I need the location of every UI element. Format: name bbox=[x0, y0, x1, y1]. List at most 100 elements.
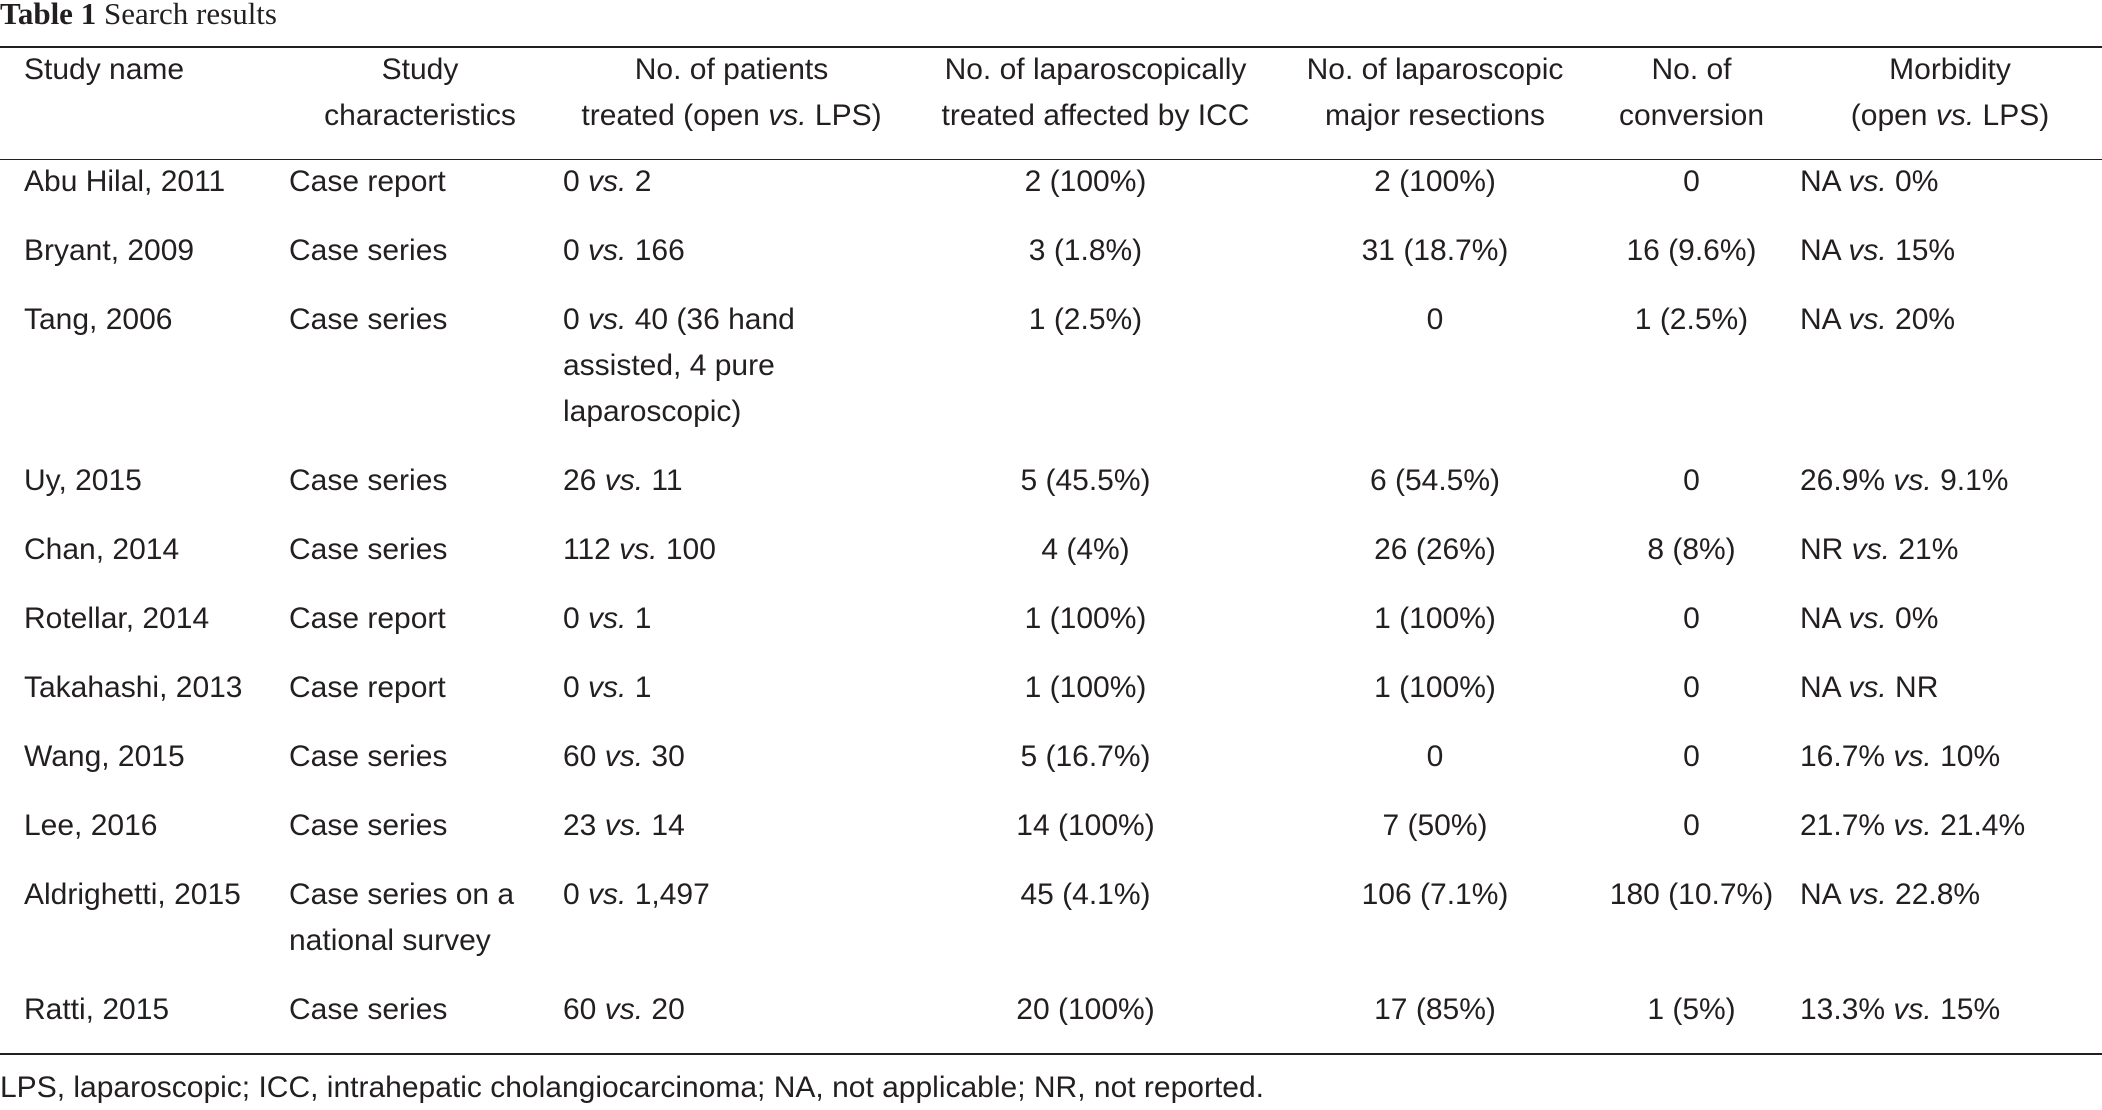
conversion-cell: 1 (2.5%) bbox=[1634, 303, 1749, 336]
column-header-line: characteristics bbox=[324, 99, 516, 132]
column-header-line: No. of patients bbox=[634, 53, 829, 86]
table-title: Table 1 Search results bbox=[0, 0, 277, 34]
icc-treated-cell: 1 (2.5%) bbox=[1028, 303, 1143, 336]
column-header-line: No. of laparoscopic bbox=[1306, 53, 1564, 86]
icc-treated-cell: 2 (100%) bbox=[1024, 165, 1147, 198]
conversion-cell: 0 bbox=[1683, 740, 1700, 773]
morbidity-cell: NR vs. 21% bbox=[1800, 533, 1959, 566]
study-name-cell: Tang, 2006 bbox=[24, 303, 173, 336]
study-characteristics-cell: Case report bbox=[289, 602, 446, 635]
table-row: Lee, 2016 Case series 23 vs. 14 14 (100%) 7 … bbox=[0, 803, 2102, 872]
morbidity-cell: 13.3% vs. 15% bbox=[1800, 993, 2001, 1026]
study-name-cell: Uy, 2015 bbox=[24, 464, 142, 497]
study-name-cell: Lee, 2016 bbox=[24, 809, 158, 842]
header-row: Study name Study characteristics No. of p… bbox=[0, 47, 2102, 159]
study-name-cell: Rotellar, 2014 bbox=[24, 602, 210, 635]
table-row: Abu Hilal, 2011 Case report 0 vs. 2 2 (100%… bbox=[0, 159, 2102, 228]
major-resections-cell: 1 (100%) bbox=[1374, 671, 1496, 704]
patients-treated-cell: 60 vs. 30 bbox=[563, 740, 685, 773]
icc-treated-cell: 1 (100%) bbox=[1024, 602, 1147, 635]
morbidity-cell: NA vs. 22.8% bbox=[1800, 878, 1981, 911]
icc-treated-cell: 5 (16.7%) bbox=[1020, 740, 1151, 773]
major-resections-cell: 26 (26%) bbox=[1374, 533, 1496, 566]
column-header-line: major resections bbox=[1324, 99, 1546, 132]
patients-treated-cell: 0 vs. 40 (36 hand assisted, 4 pure laparos… bbox=[563, 303, 795, 428]
icc-treated-cell: 4 (4%) bbox=[1041, 533, 1130, 566]
patients-treated-cell: 0 vs. 1 bbox=[563, 671, 652, 704]
patients-treated-cell: 23 vs. 14 bbox=[563, 809, 685, 842]
icc-treated-cell: 20 (100%) bbox=[1016, 993, 1155, 1026]
study-characteristics-cell: Case series bbox=[289, 993, 448, 1026]
column-header-line: No. of laparoscopically bbox=[944, 53, 1247, 86]
icc-treated-cell: 14 (100%) bbox=[1016, 809, 1155, 842]
morbidity-cell: NA vs. NR bbox=[1800, 671, 1939, 704]
table-caption: Search results bbox=[96, 0, 277, 31]
conversion-cell: 0 bbox=[1683, 464, 1700, 497]
major-resections-cell: 17 (85%) bbox=[1374, 993, 1496, 1026]
patients-treated-cell: 0 vs. 1 bbox=[563, 602, 652, 635]
major-resections-cell: 6 (54.5%) bbox=[1369, 464, 1501, 497]
major-resections-cell: 0 bbox=[1426, 303, 1444, 336]
major-resections-cell: 2 (100%) bbox=[1374, 165, 1496, 198]
study-characteristics-cell: Case series bbox=[289, 740, 448, 773]
study-characteristics-cell: Case series bbox=[289, 303, 448, 336]
column-header: No. of laparoscopic major resections bbox=[1285, 47, 1585, 159]
conversion-cell: 16 (9.6%) bbox=[1626, 234, 1757, 267]
morbidity-cell: NA vs. 20% bbox=[1800, 303, 1956, 336]
column-header-line: Study name bbox=[24, 53, 185, 86]
major-resections-cell: 7 (50%) bbox=[1382, 809, 1488, 842]
table-row: Takahashi, 2013 Case report 0 vs. 1 1 (100%… bbox=[0, 665, 2102, 734]
study-characteristics-cell: Case report bbox=[289, 671, 446, 704]
conversion-cell: 0 bbox=[1683, 165, 1700, 198]
column-header: Morbidity (open vs. LPS) bbox=[1798, 47, 2102, 159]
patients-treated-cell: 112 vs. 100 bbox=[563, 533, 716, 566]
patients-treated-cell: 0 vs. 166 bbox=[563, 234, 685, 267]
column-header-line: Morbidity bbox=[1889, 53, 2011, 86]
conversion-cell: 1 (5%) bbox=[1647, 993, 1736, 1026]
study-name-cell: Abu Hilal, 2011 bbox=[24, 165, 226, 198]
column-header-line: No. of bbox=[1651, 53, 1732, 86]
study-name-cell: Takahashi, 2013 bbox=[24, 671, 243, 704]
study-name-cell: Bryant, 2009 bbox=[24, 234, 195, 267]
patients-treated-cell: 0 vs. 1,497 bbox=[563, 878, 710, 911]
study-characteristics-cell: Case series bbox=[289, 533, 448, 566]
table-row: Bryant, 2009 Case series 0 vs. 166 3 (1.8%)… bbox=[0, 228, 2102, 297]
study-characteristics-cell: Case series bbox=[289, 809, 448, 842]
study-characteristics-cell: Case series on a national survey bbox=[289, 878, 515, 957]
table-row: Tang, 2006 Case series 0 vs. 40 (36 hand as… bbox=[0, 297, 2102, 458]
column-header-line: treated (open vs. LPS) bbox=[581, 99, 882, 132]
table-row: Chan, 2014 Case series 112 vs. 100 4 (4%) 26… bbox=[0, 527, 2102, 596]
study-name-cell: Aldrighetti, 2015 bbox=[24, 878, 241, 911]
table-number: Table 1 bbox=[0, 0, 97, 31]
study-name-cell: Wang, 2015 bbox=[24, 740, 185, 773]
conversion-cell: 0 bbox=[1683, 602, 1700, 635]
major-resections-cell: 0 bbox=[1426, 740, 1444, 773]
conversion-cell: 8 (8%) bbox=[1647, 533, 1736, 566]
morbidity-cell: NA vs. 15% bbox=[1800, 234, 1956, 267]
table-body: Abu Hilal, 2011 Case report 0 vs. 2 2 (100%… bbox=[0, 159, 2102, 1056]
patients-treated-cell: 0 vs. 2 bbox=[563, 165, 652, 198]
column-header: No. of conversion bbox=[1585, 47, 1798, 159]
column-header: Study characteristics bbox=[283, 47, 557, 159]
table-footnote: LPS, laparoscopic; ICC, intrahepatic cho… bbox=[0, 1071, 1264, 1104]
study-characteristics-cell: Case report bbox=[289, 165, 446, 198]
morbidity-cell: 21.7% vs. 21.4% bbox=[1800, 809, 2026, 842]
table-row: Ratti, 2015 Case series 60 vs. 20 20 (100%)… bbox=[0, 987, 2102, 1056]
table-row: Aldrighetti, 2015 Case series on a nationa… bbox=[0, 872, 2102, 987]
patients-treated-cell: 26 vs. 11 bbox=[563, 464, 683, 497]
morbidity-cell: 16.7% vs. 10% bbox=[1800, 740, 2001, 773]
morbidity-cell: NA vs. 0% bbox=[1800, 602, 1939, 635]
conversion-cell: 180 (10.7%) bbox=[1609, 878, 1774, 911]
table-row: Rotellar, 2014 Case report 0 vs. 1 1 (100%)… bbox=[0, 596, 2102, 665]
major-resections-cell: 1 (100%) bbox=[1374, 602, 1496, 635]
search-results-table: Study name Study characteristics No. of p… bbox=[0, 47, 2102, 1056]
study-name-cell: Ratti, 2015 bbox=[24, 993, 170, 1026]
icc-treated-cell: 1 (100%) bbox=[1024, 671, 1147, 704]
conversion-cell: 0 bbox=[1683, 671, 1700, 704]
column-header: Study name bbox=[0, 47, 283, 159]
table-row: Wang, 2015 Case series 60 vs. 30 5 (16.7%) 0… bbox=[0, 734, 2102, 803]
major-resections-cell: 106 (7.1%) bbox=[1361, 878, 1509, 911]
column-header: No. of patients treated (open vs. LPS) bbox=[557, 47, 906, 159]
column-header-line: treated affected by ICC bbox=[941, 99, 1250, 132]
study-name-cell: Chan, 2014 bbox=[24, 533, 180, 566]
